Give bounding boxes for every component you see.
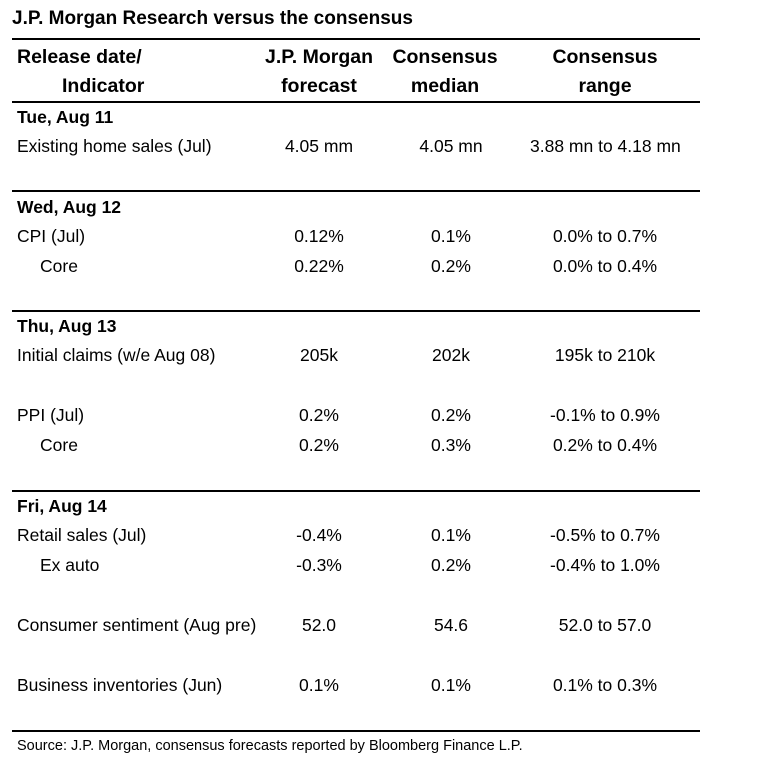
header-col2-line2: forecast [281, 75, 357, 97]
bottom-rule [12, 730, 700, 732]
jpm-forecast-value: 0.12% [294, 226, 344, 246]
table-row: CPI (Jul) 0.12% 0.1% 0.0% to 0.7% [0, 226, 761, 250]
table-title: J.P. Morgan Research versus the consensu… [12, 8, 413, 29]
consensus-median-value: 0.1% [431, 675, 471, 695]
consensus-median-value: 54.6 [433, 615, 469, 635]
consensus-range-value: 0.0% to 0.4% [552, 256, 658, 276]
consensus-range-value: 0.2% to 0.4% [552, 435, 658, 455]
consensus-median-value: 0.1% [431, 226, 471, 246]
table-row: Business inventories (Jun) 0.1% 0.1% 0.1… [0, 675, 761, 699]
consensus-median-value: 0.3% [431, 435, 471, 455]
table-row: PPI (Jul) 0.2% 0.2% -0.1% to 0.9% [0, 405, 761, 429]
consensus-range-value: 0.0% to 0.7% [552, 226, 658, 246]
header-col3-line2: median [410, 75, 480, 97]
jpm-forecast-value: 0.2% [299, 435, 339, 455]
consensus-range-value: 0.1% to 0.3% [552, 675, 658, 695]
jpm-forecast-value: 4.05 mm [284, 136, 354, 156]
consensus-median-value: 4.05 mn [419, 136, 483, 156]
header-consensus-range: Consensus range [530, 43, 680, 101]
table-row: Core 0.2% 0.3% 0.2% to 0.4% [0, 435, 761, 459]
indicator-label: Core [40, 256, 78, 276]
indicator-label: Retail sales (Jul) [17, 525, 147, 545]
section-divider [12, 190, 700, 192]
section-date: Wed, Aug 12 [17, 197, 122, 217]
indicator-label: Business inventories (Jun) [17, 675, 223, 695]
consensus-median-value: 0.1% [431, 525, 471, 545]
source-note: Source: J.P. Morgan, consensus forecasts… [17, 738, 523, 754]
indicator-label: PPI (Jul) [17, 405, 85, 425]
consensus-range-value: 52.0 to 57.0 [558, 615, 652, 635]
section-divider [12, 490, 700, 492]
jpm-forecast-value: 205k [300, 345, 338, 365]
header-col1-line1: Release date/ [17, 46, 142, 68]
indicator-label: CPI (Jul) [17, 226, 86, 246]
table-row: Existing home sales (Jul) 4.05 mm 4.05 m… [0, 136, 761, 160]
header-release-date-indicator: Release date/ Indicator [17, 43, 144, 101]
header-rule [12, 101, 700, 103]
consensus-range-value: -0.4% to 1.0% [550, 555, 660, 575]
section-date: Tue, Aug 11 [17, 107, 114, 127]
consensus-range-value: -0.1% to 0.9% [550, 405, 660, 425]
top-rule [12, 38, 700, 40]
header-col1-line2: Indicator [62, 75, 145, 97]
header-col4-line2: range [578, 75, 632, 97]
consensus-range-value: 195k to 210k [554, 345, 656, 365]
jpm-forecast-value: 0.1% [299, 675, 339, 695]
jpm-forecast-value: 0.22% [294, 256, 344, 276]
table-row: Core 0.22% 0.2% 0.0% to 0.4% [0, 256, 761, 280]
table-row: Consumer sentiment (Aug pre) 52.0 54.6 5… [0, 615, 761, 639]
consensus-median-value: 202k [432, 345, 470, 365]
header-col3-line1: Consensus [392, 46, 498, 68]
consensus-range-value: -0.5% to 0.7% [550, 525, 660, 545]
indicator-label: Existing home sales (Jul) [17, 136, 212, 156]
header-jpm-forecast: J.P. Morgan forecast [244, 43, 394, 101]
consensus-median-value: 0.2% [431, 405, 471, 425]
jpm-forecast-value: -0.4% [296, 525, 342, 545]
indicator-label: Initial claims (w/e Aug 08) [17, 345, 216, 365]
consensus-median-value: 0.2% [431, 555, 471, 575]
header-col2-line1: J.P. Morgan [264, 46, 373, 68]
section-date: Thu, Aug 13 [17, 316, 117, 336]
consensus-range-value: 3.88 mn to 4.18 mn [530, 136, 681, 156]
indicator-label: Consumer sentiment (Aug pre) [17, 615, 257, 635]
indicator-label: Ex auto [40, 555, 100, 575]
table-row: Initial claims (w/e Aug 08) 205k 202k 19… [0, 345, 761, 369]
section-divider [12, 310, 700, 312]
indicator-label: Core [40, 435, 78, 455]
jpm-forecast-value: -0.3% [296, 555, 342, 575]
header-consensus-median: Consensus median [380, 43, 510, 101]
section-date: Fri, Aug 14 [17, 496, 107, 516]
table-row: Retail sales (Jul) -0.4% 0.1% -0.5% to 0… [0, 525, 761, 549]
jpm-forecast-value: 0.2% [299, 405, 339, 425]
header-col4-line1: Consensus [552, 46, 658, 68]
consensus-median-value: 0.2% [431, 256, 471, 276]
table-row: Ex auto -0.3% 0.2% -0.4% to 1.0% [0, 555, 761, 579]
jpm-forecast-value: 52.0 [301, 615, 337, 635]
